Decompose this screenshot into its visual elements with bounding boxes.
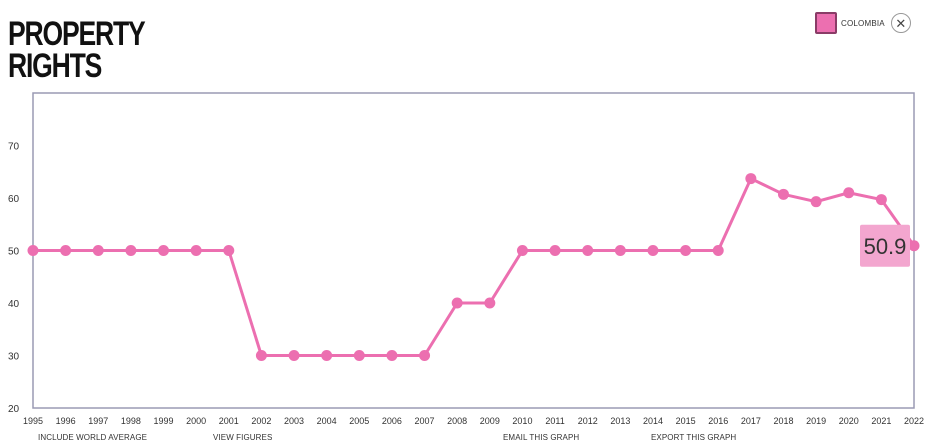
data-point [60,245,72,256]
legend-label-colombia: COLOMBIA [841,18,885,28]
x-tick-label: 2022 [904,416,924,426]
data-point [549,245,561,256]
y-tick-label: 50 [8,247,20,258]
data-point [680,245,692,256]
data-point [92,245,104,256]
x-tick-label: 2014 [643,416,663,426]
data-point [843,187,855,199]
export-graph-link[interactable]: EXPORT THIS GRAPH [651,433,737,442]
data-point [810,196,822,208]
data-point [484,297,496,309]
data-point [223,245,235,256]
chart-title-line-2: RIGHTS [8,47,102,85]
y-tick-label: 60 [8,194,20,205]
x-tick-label: 2021 [871,416,891,426]
x-tick-label: 2006 [382,416,402,426]
x-tick-label: 1995 [23,416,43,426]
x-tick-label: 2008 [447,416,467,426]
data-point [419,350,431,361]
data-point [647,245,659,256]
x-tick-label: 2020 [839,416,859,426]
data-point [321,350,333,361]
y-tick-label: 30 [8,352,20,363]
view-figures-link[interactable]: VIEW FIGURES [213,433,273,442]
y-tick-label: 40 [8,299,20,310]
x-tick-label: 2019 [806,416,826,426]
data-point [908,240,920,252]
x-tick-label: 1999 [154,416,174,426]
x-tick-label: 2003 [284,416,304,426]
x-tick-label: 2005 [349,416,369,426]
data-point [516,245,528,256]
email-graph-link[interactable]: EMAIL THIS GRAPH [503,433,580,442]
data-point [777,188,789,200]
x-tick-label: 2018 [773,416,793,426]
data-point [288,350,300,361]
data-point [158,245,170,256]
x-tick-label: 1997 [88,416,108,426]
data-point [27,245,39,256]
value-callout-box [860,224,910,267]
x-tick-label: 2009 [480,416,500,426]
y-tick-label: 70 [8,142,20,153]
data-point [451,297,463,309]
chart-title-line-1: PROPERTY [8,15,146,53]
x-tick-label: 2012 [578,416,598,426]
x-tick-label: 2016 [708,416,728,426]
x-tick-label: 2013 [610,416,630,426]
close-icon[interactable]: ✕ [890,13,911,33]
legend: COLOMBIA ✕ [815,12,911,34]
x-tick-label: 1998 [121,416,141,426]
x-tick-label: 2007 [415,416,435,426]
include-world-average-link[interactable]: INCLUDE WORLD AVERAGE [38,433,148,442]
data-point [614,245,626,256]
x-tick-label: 2001 [219,416,239,426]
x-tick-label: 2017 [741,416,761,426]
x-tick-label: 2004 [317,416,337,426]
x-tick-label: 2002 [251,416,271,426]
value-callout-label: 50.9 [864,234,907,259]
data-point [353,350,365,361]
data-point [582,245,594,256]
y-tick-label: 20 [8,404,20,415]
legend-swatch-colombia[interactable] [815,12,837,34]
data-point [712,245,724,256]
x-tick-label: 2000 [186,416,206,426]
data-point [255,350,267,361]
x-tick-label: 1996 [56,416,76,426]
data-point [875,194,887,206]
series-line-colombia [33,177,916,357]
data-point [190,245,202,256]
data-point [386,350,398,361]
x-tick-label: 2010 [512,416,532,426]
x-tick-label: 2011 [545,416,564,426]
x-tick-label: 2015 [676,416,696,426]
data-point [125,245,137,256]
data-point [745,173,757,185]
chart-title: PROPERTY RIGHTS [8,15,146,85]
